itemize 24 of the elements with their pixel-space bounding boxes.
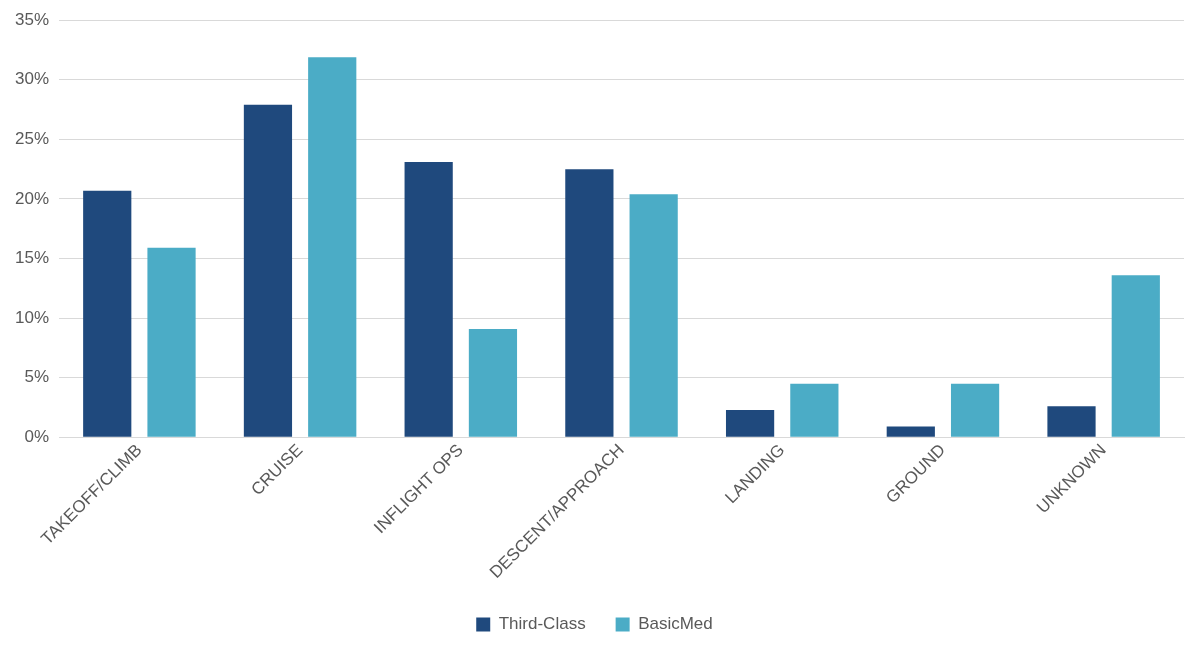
bar [629, 194, 678, 437]
bar [950, 383, 1000, 437]
bar [1047, 406, 1096, 437]
y-tick-label: 15% [14, 248, 50, 268]
legend-label: BasicMed [638, 614, 713, 634]
bar [1111, 275, 1160, 437]
y-tick-label: 5% [24, 367, 50, 387]
bar [725, 409, 775, 437]
y-tick-label: 30% [14, 69, 50, 89]
y-tick-label: 35% [14, 9, 50, 29]
y-tick-label: 20% [14, 188, 50, 208]
bar [886, 426, 935, 437]
bar [468, 328, 518, 437]
bar [243, 104, 293, 437]
y-tick-label: 10% [14, 307, 50, 327]
y-tick-label: 25% [14, 129, 50, 149]
y-tick-label: 0% [24, 427, 50, 447]
bar [308, 57, 357, 437]
bar [565, 169, 614, 437]
legend-label: Third-Class [498, 614, 586, 634]
bar [790, 383, 839, 437]
bar [83, 190, 132, 437]
bar [404, 162, 453, 437]
bar [147, 247, 196, 437]
